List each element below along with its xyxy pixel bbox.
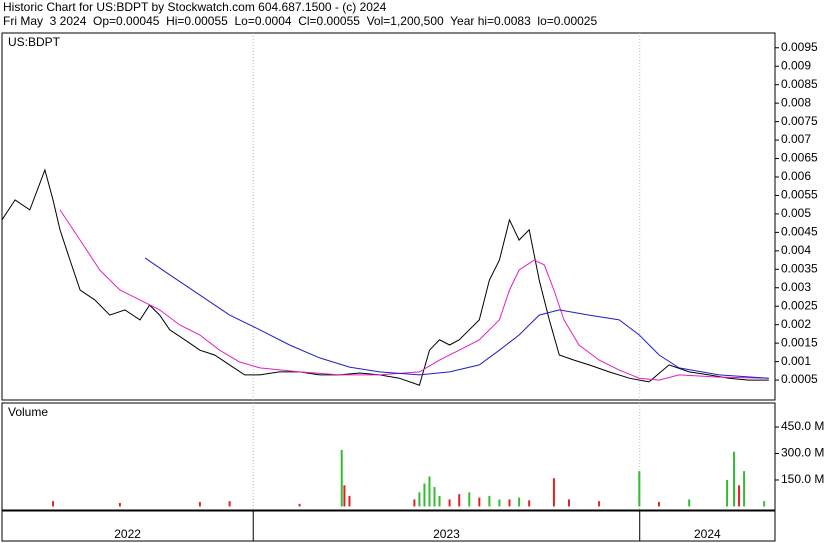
volume-bar xyxy=(488,495,491,507)
volume-bar xyxy=(743,471,746,507)
price-line xyxy=(144,257,769,379)
volume-bar xyxy=(508,499,511,507)
volume-bar xyxy=(433,487,436,507)
y-tick-label: 0.0065 xyxy=(781,151,818,165)
y-tick-label: 0.006 xyxy=(781,169,811,183)
quote-line: Fri May 3 2024 Op=0.00045 Hi=0.00055 Lo=… xyxy=(3,14,597,28)
volume-bar xyxy=(726,479,729,507)
y-tick-label: 450.0 M xyxy=(781,419,824,433)
volume-bar xyxy=(567,499,570,507)
volume-bar xyxy=(340,449,343,507)
volume-bar xyxy=(528,500,531,507)
volume-bar xyxy=(198,502,201,507)
y-tick-label: 0.0055 xyxy=(781,188,818,202)
volume-bar xyxy=(438,495,441,507)
volume-bar xyxy=(763,501,766,507)
volume-bar xyxy=(298,503,301,507)
volume-bar xyxy=(638,471,641,507)
panel-label: US:BDPT xyxy=(8,35,61,49)
volume-bar xyxy=(343,485,346,507)
price-line xyxy=(1,168,769,386)
y-tick-label: 0.0005 xyxy=(781,372,818,386)
date-strip xyxy=(1,510,776,542)
x-tick-label: 2022 xyxy=(114,527,141,541)
y-tick-label: 0.009 xyxy=(781,58,811,72)
volume-bar xyxy=(598,501,601,507)
y-tick-label: 150.0 M xyxy=(781,472,824,486)
volume-bar xyxy=(413,499,416,507)
y-tick-label: 0.0025 xyxy=(781,298,818,312)
volume-bar xyxy=(458,494,461,507)
y-tick-label: 0.008 xyxy=(781,95,811,109)
panel xyxy=(1,402,776,511)
volume-bar xyxy=(418,492,421,507)
volume-bar xyxy=(423,483,426,507)
volume-bar xyxy=(738,485,741,507)
panel xyxy=(1,32,776,401)
y-tick-label: 0.002 xyxy=(781,317,811,331)
y-tick-label: 0.0045 xyxy=(781,225,818,239)
volume-bar xyxy=(52,501,55,507)
y-tick-label: 0.0035 xyxy=(781,261,818,275)
volume-bar xyxy=(348,495,351,507)
y-tick-label: 0.0095 xyxy=(781,40,818,54)
y-tick-label: 0.001 xyxy=(781,354,811,368)
volume-bar xyxy=(448,499,451,507)
volume-bar xyxy=(468,492,471,507)
panel-label: Volume xyxy=(8,405,48,419)
chart-title: Historic Chart for US:BDPT by Stockwatch… xyxy=(3,0,387,14)
volume-bar xyxy=(478,497,481,507)
y-tick-label: 0.0075 xyxy=(781,114,818,128)
volume-bar xyxy=(118,502,121,507)
y-tick-label: 0.003 xyxy=(781,280,811,294)
volume-bar xyxy=(228,501,231,507)
y-tick-label: 0.007 xyxy=(781,132,811,146)
volume-bar xyxy=(658,502,661,507)
volume-bar xyxy=(688,499,691,507)
y-tick-label: 0.005 xyxy=(781,206,811,220)
volume-bar xyxy=(733,451,736,507)
volume-bar xyxy=(552,478,555,507)
y-tick-label: 0.004 xyxy=(781,243,811,257)
volume-bar xyxy=(518,497,521,507)
y-tick-label: 300.0 M xyxy=(781,446,824,460)
volume-bar xyxy=(498,499,501,507)
volume-bar xyxy=(428,476,431,507)
x-tick-label: 2024 xyxy=(694,527,721,541)
x-tick-label: 2023 xyxy=(433,527,460,541)
price-line xyxy=(59,209,769,381)
y-tick-label: 0.0015 xyxy=(781,335,818,349)
y-tick-label: 0.0085 xyxy=(781,77,818,91)
